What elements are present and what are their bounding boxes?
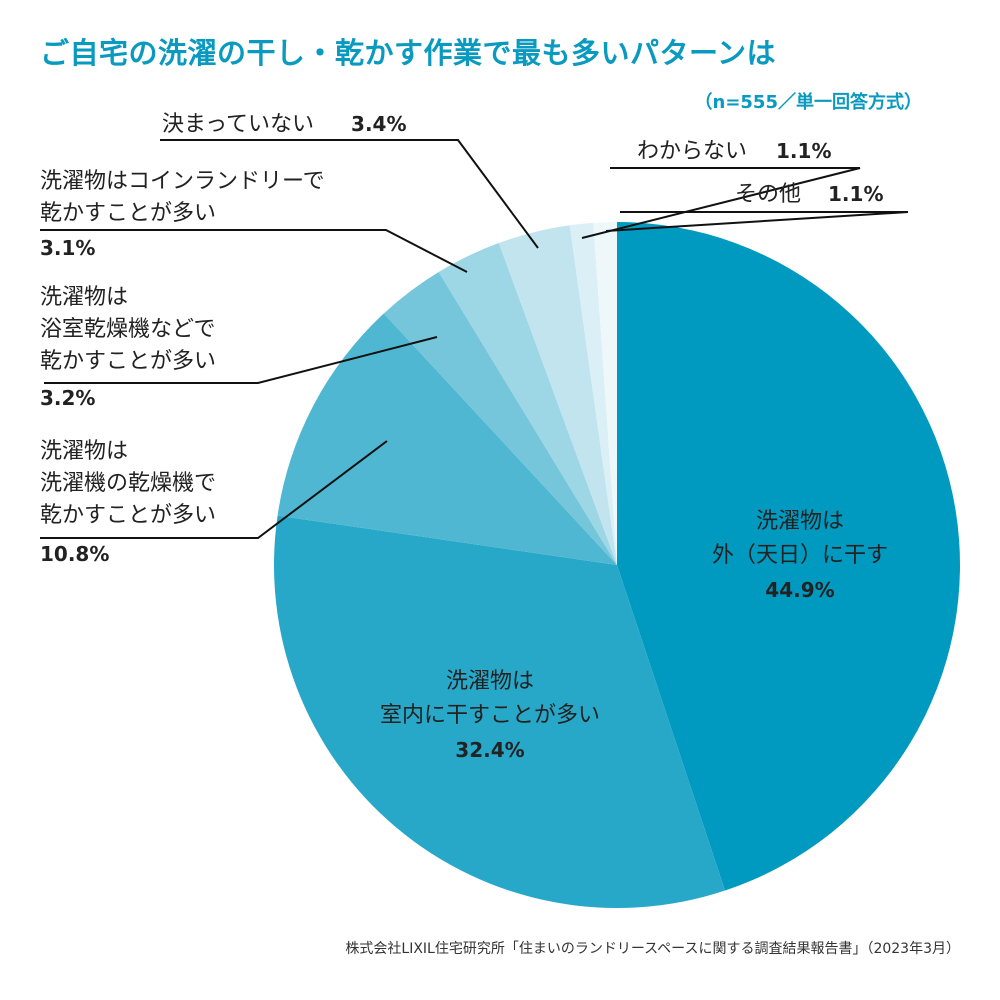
chart-subtitle: （n=555／単一回答方式） <box>694 92 922 113</box>
source-note: 株式会社LIXIL住宅研究所「住まいのランドリースペースに関する調査結果報告書」… <box>345 941 960 957</box>
slice-label-text: 乾かすことが多い <box>40 349 217 374</box>
slice-label-text: 洗濯機の乾燥機で <box>40 471 217 496</box>
slice-value-label: 3.4% <box>351 112 407 136</box>
slice-label-text: 浴室乾燥機などで <box>40 317 216 342</box>
slice-label-text: 乾かすことが多い <box>40 503 217 528</box>
slice-label-coin-laundry: 洗濯物はコインランドリーで 乾かすことが多い 3.1% <box>40 166 325 264</box>
slice-value-label: 1.1% <box>776 139 832 163</box>
slice-label-text: 洗濯物は <box>755 509 844 534</box>
slice-label-other: その他 1.1% <box>735 178 883 211</box>
slice-value-label: 44.9% <box>765 578 835 602</box>
slice-label-text: 外（天日）に干す <box>711 543 888 568</box>
slice-label-washer-dryer: 洗濯物は 洗濯機の乾燥機で 乾かすことが多い 10.8% <box>40 436 216 570</box>
leader-line-coin-laundry <box>40 229 468 273</box>
pie-slice-undecided <box>498 225 617 565</box>
slice-label-outdoor: 洗濯物は 外（天日）に干す 44.9% <box>690 505 910 607</box>
leader-line-undecided <box>160 139 539 249</box>
slice-label-text: 乾かすことが多い <box>40 201 217 226</box>
leader-line-washer-dryer <box>40 440 388 539</box>
slice-value-label: 1.1% <box>828 182 884 206</box>
leader-line-unknown <box>581 167 861 239</box>
pie-slice-unknown <box>569 222 617 565</box>
slice-label-unknown: わからない 1.1% <box>637 135 831 168</box>
chart-title: ご自宅の洗濯の干し・乾かす作業で最も多いパターンは <box>40 36 777 70</box>
pie-slice-indoor <box>273 515 726 909</box>
slice-value-label: 3.2% <box>40 386 96 410</box>
leader-line-bathroom-dryer <box>44 336 438 384</box>
slice-value-label: 3.1% <box>40 236 96 260</box>
slice-label-text: 室内に干すことが多い <box>379 703 600 728</box>
slice-label-text: 洗濯物は <box>40 439 129 464</box>
slice-label-text: 洗濯物はコインランドリーで <box>40 169 325 194</box>
slice-label-text: 洗濯物は <box>445 669 534 694</box>
slice-label-indoor: 洗濯物は 室内に干すことが多い 32.4% <box>340 665 640 767</box>
slice-label-bathroom-dryer: 洗濯物は 浴室乾燥機などで 乾かすことが多い 3.2% <box>40 282 216 414</box>
slice-value-label: 32.4% <box>455 738 525 762</box>
slice-label-text: その他 <box>735 182 802 207</box>
slice-label-text: 決まっていない <box>162 112 315 137</box>
leader-line-other <box>605 211 909 232</box>
pie-slice-washer-dryer <box>277 313 617 565</box>
slice-label-text: わからない <box>637 139 748 164</box>
pie-slice-bathroom-dryer <box>383 271 617 565</box>
slice-label-undecided: 決まっていない 3.4% <box>162 108 407 141</box>
pie-slice-other <box>593 222 617 565</box>
pie-slice-outdoor <box>617 222 961 891</box>
pie-slice-coin-laundry <box>438 243 617 565</box>
slice-value-label: 10.8% <box>40 542 110 566</box>
slice-label-text: 洗濯物は <box>40 285 129 310</box>
